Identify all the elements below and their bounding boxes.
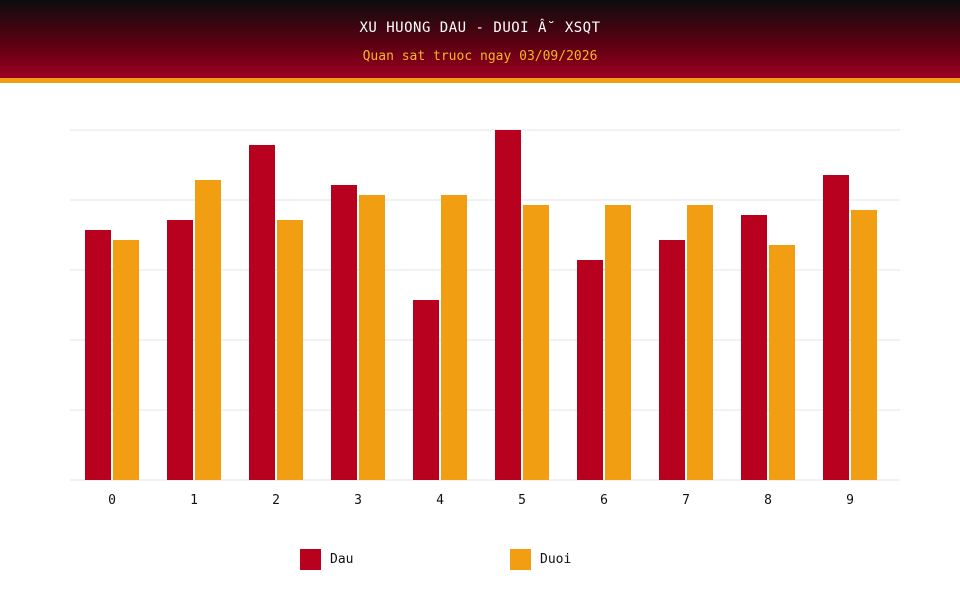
bar-duoi-3 [359, 195, 385, 480]
header-accent-bar [0, 78, 960, 83]
bar-duoi-9 [851, 210, 877, 480]
bar-dau-9 [823, 175, 849, 480]
bar-duoi-8 [769, 245, 795, 480]
legend-label-dau: Dau [330, 552, 354, 567]
chart-header: XU HUONG DAU - DUOI Â˘ XSQT Quan sat tru… [0, 0, 960, 78]
bar-dau-5 [495, 130, 521, 480]
x-tick-label: 2 [272, 493, 280, 508]
bar-duoi-5 [523, 205, 549, 480]
legend-swatch-dau [300, 549, 321, 570]
bar-dau-4 [413, 300, 439, 480]
x-tick-label: 6 [600, 493, 608, 508]
legend-label-duoi: Duoi [540, 552, 572, 567]
bar-duoi-1 [195, 180, 221, 480]
bar-duoi-7 [687, 205, 713, 480]
x-tick-labels: 0 1 2 3 4 5 6 7 8 9 [108, 493, 854, 508]
bar-duoi-0 [113, 240, 139, 480]
x-tick-label: 9 [846, 493, 854, 508]
bar-dau-7 [659, 240, 685, 480]
x-tick-label: 1 [190, 493, 198, 508]
legend-item-duoi: Duoi [510, 549, 571, 570]
bar-dau-2 [249, 145, 275, 480]
bars [85, 130, 877, 480]
bar-dau-6 [577, 260, 603, 480]
x-tick-label: 7 [682, 493, 690, 508]
bar-duoi-4 [441, 195, 467, 480]
x-tick-label: 3 [354, 493, 362, 508]
bar-duoi-2 [277, 220, 303, 480]
legend-item-dau: Dau [300, 549, 353, 570]
bar-dau-3 [331, 185, 357, 480]
x-tick-label: 8 [764, 493, 772, 508]
bar-dau-0 [85, 230, 111, 480]
x-tick-label: 4 [436, 493, 444, 508]
bar-duoi-6 [605, 205, 631, 480]
x-tick-label: 0 [108, 493, 116, 508]
legend-swatch-duoi [510, 549, 531, 570]
bar-dau-1 [167, 220, 193, 480]
chart-title: XU HUONG DAU - DUOI Â˘ XSQT [359, 20, 601, 36]
x-tick-label: 5 [518, 493, 526, 508]
bar-dau-8 [741, 215, 767, 480]
chart-subtitle: Quan sat truoc ngay 03/09/2026 [362, 49, 598, 64]
